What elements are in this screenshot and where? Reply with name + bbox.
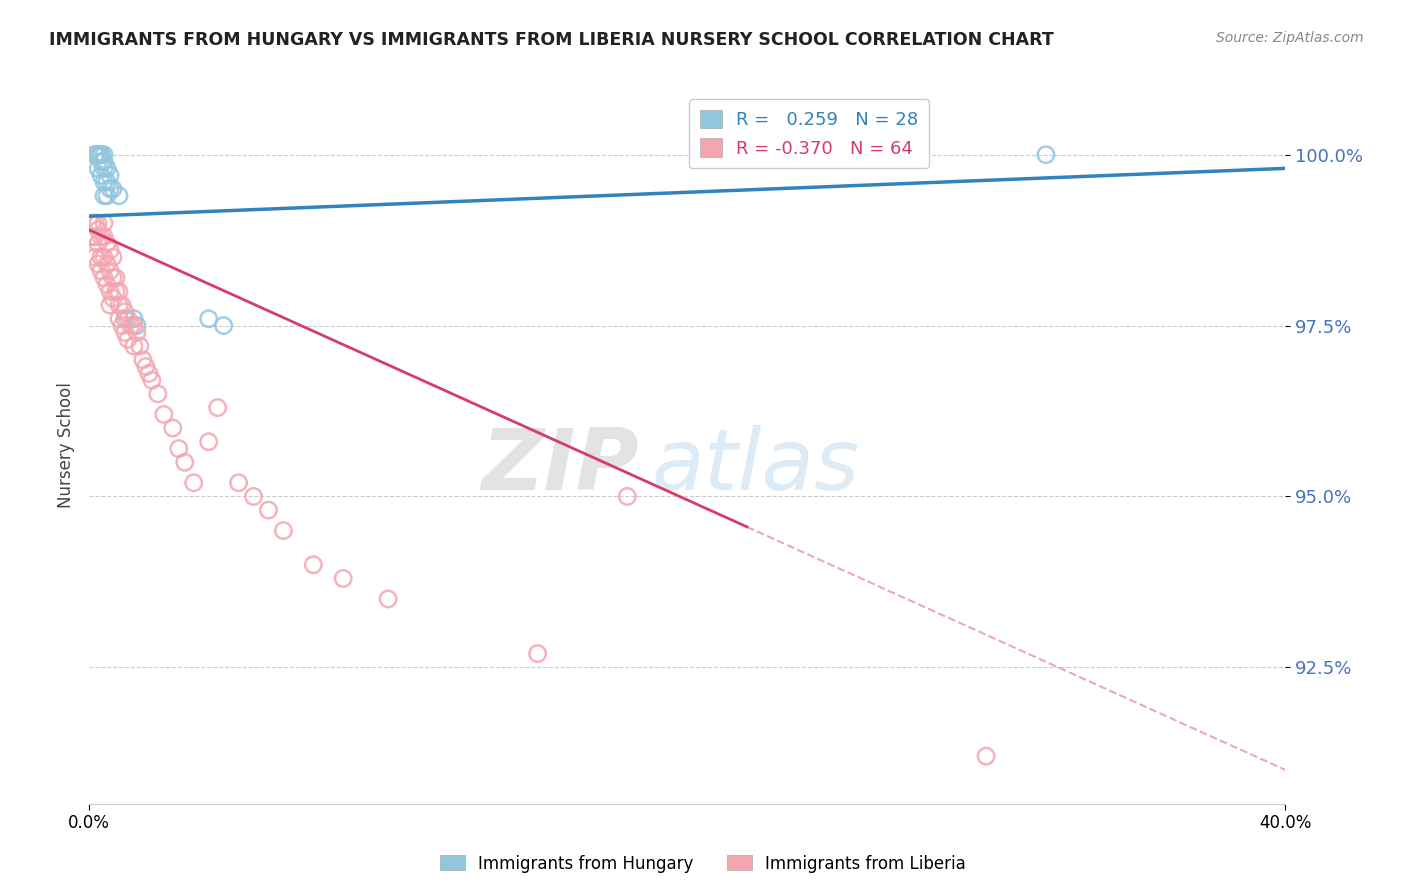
Point (84, 229, 107, 244)
Point (114, 305, 136, 319)
Y-axis label: Nursery School: Nursery School (58, 383, 75, 508)
Point (90, 264, 112, 278)
Point (93, 250, 115, 264)
Point (80, 229, 103, 244)
Point (197, 311, 219, 326)
Point (228, 475, 250, 490)
Point (207, 401, 229, 415)
Text: Source: ZipAtlas.com: Source: ZipAtlas.com (1216, 31, 1364, 45)
Point (162, 421, 184, 435)
Point (117, 332, 139, 346)
Point (125, 326, 148, 340)
Point (125, 318, 148, 333)
Point (122, 318, 145, 333)
Point (974, 749, 997, 764)
Point (90, 147, 112, 161)
Point (98, 182, 121, 196)
Point (108, 188, 131, 202)
Point (257, 503, 280, 517)
Text: atlas: atlas (651, 425, 859, 508)
Point (90, 147, 112, 161)
Point (84, 250, 107, 264)
Point (167, 442, 190, 456)
Point (87, 216, 110, 230)
Point (87, 147, 110, 161)
Point (108, 311, 131, 326)
Point (122, 339, 145, 353)
Point (111, 298, 134, 312)
Point (114, 311, 136, 326)
Point (377, 591, 399, 606)
Point (90, 229, 112, 244)
Point (93, 270, 115, 285)
Point (93, 229, 115, 244)
Text: ZIP: ZIP (482, 425, 640, 508)
Point (138, 367, 160, 381)
Point (101, 270, 124, 285)
Point (114, 326, 136, 340)
Text: IMMIGRANTS FROM HUNGARY VS IMMIGRANTS FROM LIBERIA NURSERY SCHOOL CORRELATION CH: IMMIGRANTS FROM HUNGARY VS IMMIGRANTS FR… (49, 31, 1054, 49)
Point (120, 318, 142, 333)
Point (273, 524, 295, 538)
Point (108, 298, 131, 312)
Point (96, 236, 118, 251)
Point (80, 216, 103, 230)
Point (93, 154, 115, 169)
Point (104, 285, 127, 299)
Point (108, 285, 131, 299)
Point (87, 236, 110, 251)
Point (93, 175, 115, 189)
Point (98, 264, 121, 278)
Point (141, 373, 163, 387)
Point (84, 147, 107, 161)
Point (96, 277, 118, 292)
Point (111, 318, 134, 333)
Point (84, 147, 107, 161)
Legend: R =   0.259   N = 28, R = -0.370   N = 64: R = 0.259 N = 28, R = -0.370 N = 64 (689, 99, 929, 169)
Point (98, 244, 121, 258)
Point (212, 318, 235, 333)
Point (173, 455, 195, 469)
Point (101, 291, 124, 305)
Point (122, 311, 145, 326)
Point (101, 250, 124, 264)
Point (90, 154, 112, 169)
Point (117, 311, 139, 326)
Point (526, 647, 548, 661)
Point (242, 490, 264, 504)
Point (96, 161, 118, 176)
Point (87, 147, 110, 161)
Point (84, 216, 107, 230)
Point (129, 339, 152, 353)
Point (616, 490, 638, 504)
Point (87, 257, 110, 271)
Point (96, 175, 118, 189)
Point (101, 182, 124, 196)
Point (98, 168, 121, 182)
Point (197, 434, 219, 449)
Point (183, 475, 205, 490)
Point (93, 161, 115, 176)
Point (93, 216, 115, 230)
Point (98, 285, 121, 299)
Point (90, 168, 112, 182)
Point (153, 408, 176, 422)
Point (132, 352, 155, 367)
Point (90, 250, 112, 264)
Point (332, 571, 354, 585)
Point (1035, 147, 1057, 161)
Legend: Immigrants from Hungary, Immigrants from Liberia: Immigrants from Hungary, Immigrants from… (433, 848, 973, 880)
Point (96, 188, 118, 202)
Point (104, 270, 127, 285)
Point (93, 188, 115, 202)
Point (98, 298, 121, 312)
Point (135, 359, 157, 374)
Point (146, 387, 169, 401)
Point (87, 223, 110, 237)
Point (96, 257, 118, 271)
Point (87, 161, 110, 176)
Point (87, 147, 110, 161)
Point (93, 147, 115, 161)
Point (302, 558, 325, 572)
